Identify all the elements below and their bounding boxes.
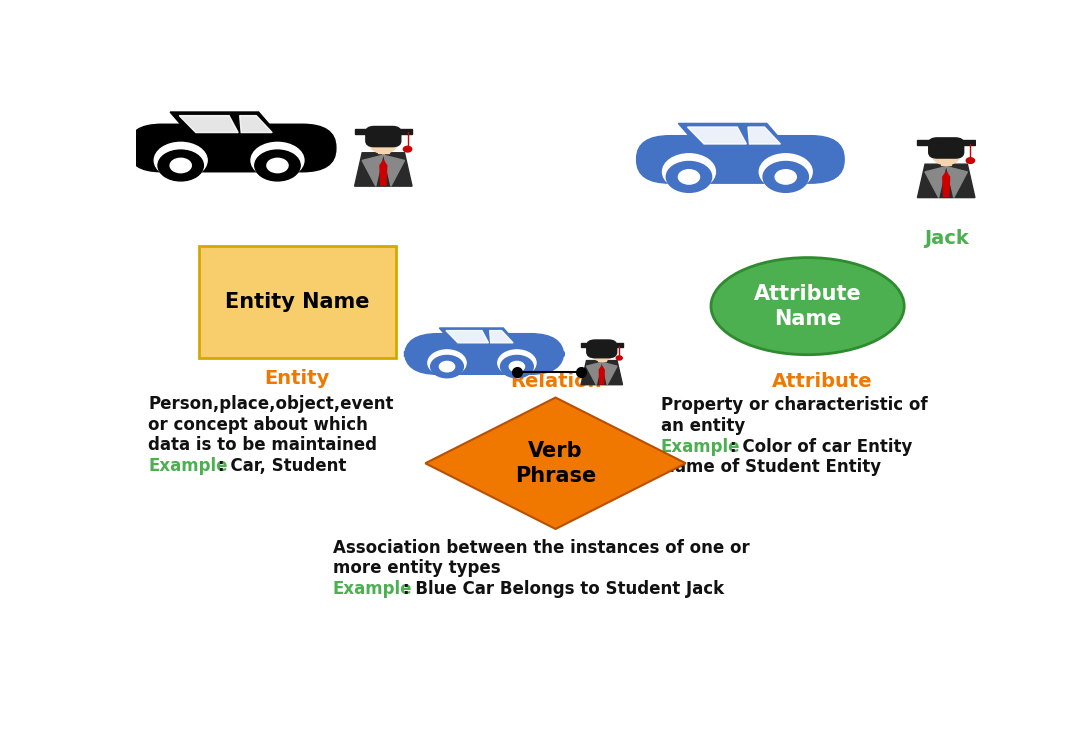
Polygon shape [687, 127, 747, 144]
Polygon shape [599, 366, 604, 384]
Polygon shape [446, 331, 489, 343]
Circle shape [498, 350, 535, 376]
Text: Person,place,object,event: Person,place,object,event [149, 395, 393, 413]
Circle shape [439, 361, 454, 372]
FancyBboxPatch shape [917, 140, 975, 145]
Text: data is to be maintained: data is to be maintained [149, 436, 377, 454]
FancyBboxPatch shape [378, 148, 389, 154]
Circle shape [267, 158, 288, 173]
Text: Relation: Relation [509, 372, 602, 391]
Circle shape [667, 162, 711, 192]
Circle shape [616, 356, 622, 360]
Text: : Blue Car Belongs to Student Jack: : Blue Car Belongs to Student Jack [402, 580, 724, 598]
Circle shape [679, 170, 699, 184]
FancyBboxPatch shape [586, 340, 617, 358]
Text: Property or characteristic of: Property or characteristic of [660, 396, 927, 415]
FancyBboxPatch shape [354, 128, 412, 134]
Circle shape [501, 355, 533, 378]
Text: Example: Example [333, 580, 412, 598]
Text: Example: Example [149, 457, 228, 475]
Text: an entity: an entity [660, 417, 745, 435]
Ellipse shape [711, 257, 904, 355]
FancyBboxPatch shape [198, 246, 396, 358]
FancyBboxPatch shape [404, 334, 564, 374]
FancyBboxPatch shape [941, 160, 952, 165]
Ellipse shape [593, 345, 610, 352]
Circle shape [403, 146, 412, 152]
Circle shape [966, 158, 975, 163]
Ellipse shape [932, 143, 960, 165]
Polygon shape [439, 328, 518, 345]
Text: Jack: Jack [924, 229, 969, 248]
Ellipse shape [371, 131, 396, 141]
Polygon shape [946, 164, 967, 197]
Polygon shape [748, 127, 780, 144]
Polygon shape [602, 361, 617, 384]
Ellipse shape [592, 345, 612, 361]
Ellipse shape [934, 143, 958, 152]
FancyBboxPatch shape [366, 126, 401, 147]
Polygon shape [384, 153, 404, 186]
Circle shape [430, 355, 463, 378]
Polygon shape [943, 172, 950, 197]
Circle shape [251, 142, 304, 178]
Polygon shape [379, 160, 387, 186]
Circle shape [170, 158, 191, 173]
Text: Association between the instances of one or: Association between the instances of one… [333, 539, 750, 556]
Text: Entity: Entity [264, 369, 330, 388]
FancyBboxPatch shape [636, 136, 844, 183]
Polygon shape [425, 398, 686, 529]
Polygon shape [240, 116, 272, 133]
Text: or concept about which: or concept about which [149, 416, 367, 434]
Text: : Car, Student: : Car, Student [218, 457, 346, 475]
Polygon shape [917, 164, 975, 197]
Text: Attribute: Attribute [772, 372, 873, 391]
Circle shape [158, 150, 204, 181]
Ellipse shape [369, 131, 398, 154]
Circle shape [428, 350, 466, 376]
Polygon shape [679, 123, 787, 147]
Text: Name of Student Entity: Name of Student Entity [660, 458, 880, 476]
Text: : Color of car Entity: : Color of car Entity [731, 438, 913, 456]
Polygon shape [581, 361, 622, 384]
FancyBboxPatch shape [128, 124, 336, 171]
Text: Verb
Phrase: Verb Phrase [515, 441, 596, 486]
Polygon shape [354, 153, 412, 186]
FancyBboxPatch shape [929, 138, 964, 158]
Circle shape [255, 150, 300, 181]
Circle shape [154, 142, 207, 178]
Polygon shape [925, 164, 946, 197]
Circle shape [763, 162, 809, 192]
Text: Attribute
Name: Attribute Name [753, 283, 862, 329]
Polygon shape [170, 112, 279, 136]
Polygon shape [179, 116, 238, 133]
Text: Example: Example [660, 438, 740, 456]
Polygon shape [362, 153, 384, 186]
FancyBboxPatch shape [581, 343, 622, 347]
Circle shape [775, 170, 797, 184]
Circle shape [759, 154, 812, 190]
FancyBboxPatch shape [598, 357, 606, 361]
Polygon shape [586, 361, 602, 384]
Text: Entity Name: Entity Name [225, 292, 370, 312]
Text: more entity types: more entity types [333, 559, 501, 577]
Polygon shape [490, 331, 513, 343]
Circle shape [509, 361, 525, 372]
Circle shape [662, 154, 715, 190]
